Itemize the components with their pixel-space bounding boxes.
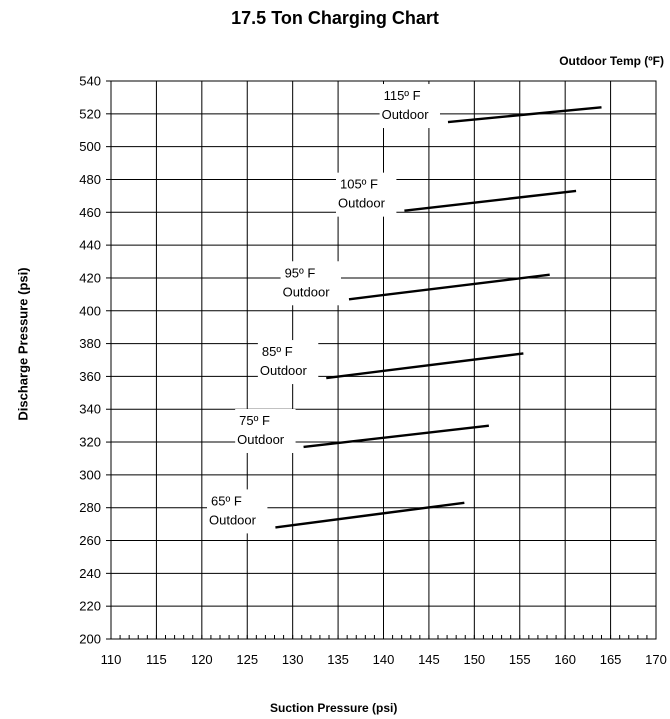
chart-title: 17.5 Ton Charging Chart [231, 8, 439, 28]
series-label-temp: 105º F [340, 177, 378, 192]
y-tick-label: 540 [79, 74, 101, 89]
x-tick-label: 165 [600, 652, 622, 667]
y-tick-label: 400 [79, 303, 101, 318]
y-tick-label: 340 [79, 402, 101, 417]
series-line [447, 106, 602, 124]
series-label-temp: 115º F [384, 88, 421, 103]
series-label-box [335, 172, 397, 217]
series-label-temp: 95º F [285, 265, 316, 280]
y-tick-label: 220 [79, 599, 101, 614]
series-line [275, 501, 465, 529]
series-line [326, 352, 524, 380]
series-labels: 65º F Outdoor 75º F Outdoor 85º F Outdoor 95º … [207, 84, 440, 534]
series-label-sub: Outdoor [209, 512, 257, 527]
y-tick-label: 420 [79, 270, 101, 285]
x-tick-label: 135 [327, 652, 349, 667]
x-tick-label: 155 [509, 652, 531, 667]
x-tick-label: 150 [463, 652, 485, 667]
y-tick-label: 240 [79, 566, 101, 581]
series-label-sub: Outdoor [283, 284, 331, 299]
x-tick-label: 145 [418, 652, 440, 667]
x-tick-label: 110 [101, 652, 122, 667]
x-tick-label: 140 [373, 652, 395, 667]
grid-lines [110, 80, 657, 640]
series-label-temp: 85º F [262, 344, 293, 359]
series-label-sub: Outdoor [382, 107, 430, 122]
series-line [303, 424, 490, 449]
y-tick-label: 440 [79, 238, 101, 253]
y-tick-labels: 200 220 240 260 280 300 320 340 360 380 400 420 440 4… [79, 74, 101, 647]
series-label-temp: 65º F [211, 493, 242, 508]
series-label-box [280, 261, 341, 306]
y-tick-label: 520 [79, 106, 101, 121]
x-tick-label: 125 [236, 652, 258, 667]
x-tick-labels: 110 115 120 125 130 135 140 145 150 155 160 165 170 [101, 652, 667, 667]
series-label-sub: Outdoor [237, 432, 285, 447]
y-tick-label: 460 [79, 205, 101, 220]
y-tick-label: 280 [79, 500, 101, 515]
x-tick-label: 115 [146, 652, 167, 667]
y-tick-label: 300 [79, 467, 101, 482]
x-tick-label: 130 [282, 652, 304, 667]
series-label-temp: 75º F [239, 413, 270, 428]
series-lines [275, 106, 602, 529]
series-label-sub: Outdoor [260, 363, 308, 378]
plot-frame [110, 80, 657, 640]
x-tick-label: 170 [645, 652, 667, 667]
series-line [404, 189, 577, 212]
x-tick-label: 160 [554, 652, 576, 667]
y-tick-label: 500 [79, 139, 101, 154]
y-tick-label: 360 [79, 369, 101, 384]
y-tick-label: 480 [79, 172, 101, 187]
x-tick-label: 120 [191, 652, 213, 667]
y-tick-label: 320 [79, 435, 101, 450]
series-label-box [207, 489, 268, 534]
series-line [348, 273, 550, 301]
series-label-sub: Outdoor [338, 196, 386, 211]
legend-title: Outdoor Temp (ºF) [559, 54, 664, 68]
series-label-box [257, 340, 319, 385]
y-tick-label: 260 [79, 533, 101, 548]
y-tick-label: 200 [79, 632, 101, 647]
series-label-box [379, 84, 440, 129]
x-axis-label: Suction Pressure (psi) [270, 701, 398, 715]
series-label-box [235, 408, 296, 453]
y-tick-label: 380 [79, 336, 101, 351]
axes [106, 80, 657, 640]
